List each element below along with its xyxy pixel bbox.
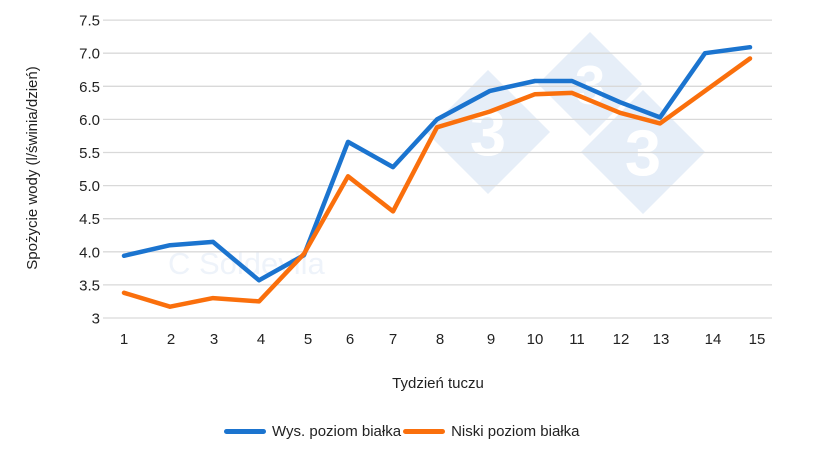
series-lines — [121, 44, 753, 309]
legend: Wys. poziom białka Niski poziom białka — [224, 423, 579, 440]
x-tick-label: 11 — [569, 331, 585, 348]
legend-item-high-protein: Wys. poziom białka — [224, 423, 401, 440]
y-tick-label: 5.0 — [79, 178, 100, 195]
legend-label: Wys. poziom białka — [272, 423, 402, 440]
y-tick-label: 6.0 — [79, 112, 100, 129]
watermark: 333 C Soldevila — [168, 32, 705, 281]
y-tick-label: 5.5 — [79, 145, 100, 162]
x-tick-label: 3 — [210, 331, 218, 348]
x-tick-label: 6 — [346, 331, 354, 348]
x-tick-label: 4 — [257, 331, 265, 348]
y-tick-label: 6.5 — [79, 79, 100, 96]
x-tick-label: 8 — [436, 331, 444, 348]
y-tick-label: 4.0 — [79, 244, 100, 261]
x-tick-label: 12 — [613, 331, 630, 348]
x-tick-label: 15 — [749, 331, 766, 348]
series-line-low-protein — [121, 56, 753, 309]
x-tick-label: 9 — [487, 331, 495, 348]
legend-line-icon — [224, 429, 266, 434]
legend-item-low-protein: Niski poziom białka — [403, 423, 579, 440]
y-tick-label: 3.5 — [79, 277, 100, 294]
x-tick-label: 13 — [653, 331, 670, 348]
x-tick-label: 5 — [304, 331, 312, 348]
gridlines — [103, 19, 772, 319]
x-tick-label: 10 — [527, 331, 544, 348]
x-tick-label: 2 — [167, 331, 175, 348]
y-tick-label: 4.5 — [79, 211, 100, 228]
y-axis-title: Spożycie wody (l/świnia/dzień) — [24, 66, 41, 269]
legend-label: Niski poziom białka — [451, 423, 580, 440]
legend-line-icon — [403, 429, 446, 434]
x-tick-label: 14 — [705, 331, 722, 348]
y-tick-label: 3 — [92, 311, 100, 328]
y-axis-ticks: 3 3.5 4.0 4.5 5.0 5.5 6.0 6.5 7.0 7.5 — [79, 13, 100, 328]
series-line-high-protein — [121, 44, 753, 283]
x-tick-label: 7 — [389, 331, 397, 348]
x-axis-title: Tydzień tuczu — [392, 375, 484, 392]
x-tick-label: 1 — [120, 331, 128, 348]
y-tick-label: 7.0 — [79, 46, 100, 63]
y-tick-label: 7.5 — [79, 13, 100, 30]
x-axis-ticks: 1 2 3 4 5 6 7 8 9 10 11 12 13 14 15 — [120, 331, 766, 348]
